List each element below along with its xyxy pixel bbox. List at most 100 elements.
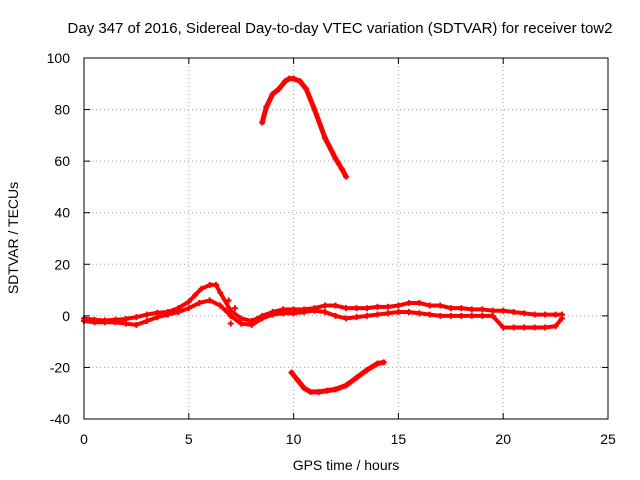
data-point [374,360,381,367]
data-point [198,285,205,292]
data-point [343,173,349,180]
data-point [269,91,276,98]
data-point [269,311,276,318]
y-tick-label: 60 [54,153,70,169]
data-point [259,119,266,126]
data-point [374,311,381,318]
data-point [552,323,559,330]
data-point [374,303,381,310]
data-point [294,377,301,384]
data-point [322,302,329,309]
data-point [282,78,289,85]
data-point [500,324,507,331]
series-low-arc [289,359,387,395]
data-point [227,312,234,319]
data-point [489,312,496,319]
data-point [395,302,402,309]
data-point [231,305,238,312]
data-point [332,312,339,319]
data-point [301,308,308,315]
data-point [288,369,295,376]
data-point [303,85,310,92]
data-point [531,311,538,318]
data-point [217,302,224,309]
x-tick-label: 15 [391,431,407,447]
data-point [437,312,444,319]
data-point [311,106,318,113]
data-point [227,320,234,327]
data-point [437,302,444,309]
y-tick-label: 100 [47,50,71,66]
plot-frame [83,57,609,420]
data-point [263,103,270,110]
data-point [552,311,559,318]
x-tick-label: 25 [600,431,616,447]
data-point [531,324,538,331]
data-point [248,321,255,328]
data-point [353,314,360,321]
data-point [384,303,391,310]
data-point [112,319,119,326]
data-point [185,298,192,305]
data-point [290,75,297,82]
data-point [332,386,339,393]
data-point [143,318,150,325]
data-point [238,315,245,322]
data-point [426,311,433,318]
data-point [510,324,517,331]
data-point [196,299,203,306]
data-point [447,305,454,312]
x-tick-label: 0 [80,431,88,447]
data-point [384,310,391,317]
data-point [192,292,199,299]
data-point [558,315,565,322]
data-point [164,311,171,318]
y-tick-label: -40 [50,411,70,427]
data-point [225,297,232,304]
data-point [154,314,161,321]
data-point [213,281,220,288]
x-tick-label: 5 [185,431,193,447]
data-point [332,302,339,309]
x-tick-label: 10 [286,431,302,447]
data-point [332,155,339,162]
y-tick-label: 20 [54,256,70,272]
data-point [315,388,322,395]
data-point [311,307,318,314]
data-point [458,312,465,319]
data-point [290,310,297,317]
data-point [426,302,433,309]
data-point [405,308,412,315]
data-layer [81,75,565,395]
x-tick-label: 20 [495,431,511,447]
data-point [447,312,454,319]
data-point [259,315,266,322]
data-point [206,281,213,288]
data-point [343,305,349,312]
data-point [133,314,140,321]
data-point [280,310,287,317]
data-point [416,310,423,317]
data-point [343,382,349,389]
data-point [489,307,496,314]
grid [84,58,608,419]
data-point [275,85,282,92]
data-point [91,319,98,326]
y-tick-label: 40 [54,205,70,221]
data-point [500,307,507,314]
y-tick-label: 0 [62,308,70,324]
data-point [175,308,182,315]
data-point [238,320,245,327]
data-point [296,78,303,85]
x-axis-label: GPS time / hours [293,457,400,473]
data-point [307,388,314,395]
data-point [133,321,140,328]
y-axis-label: SDTVAR / TECUs [5,182,21,294]
data-point [322,308,329,315]
data-point [510,308,517,315]
data-point [324,387,331,394]
chart-title: Day 347 of 2016, Sidereal Day-to-day VTE… [68,20,613,37]
data-point [521,310,528,317]
data-point [217,289,224,296]
